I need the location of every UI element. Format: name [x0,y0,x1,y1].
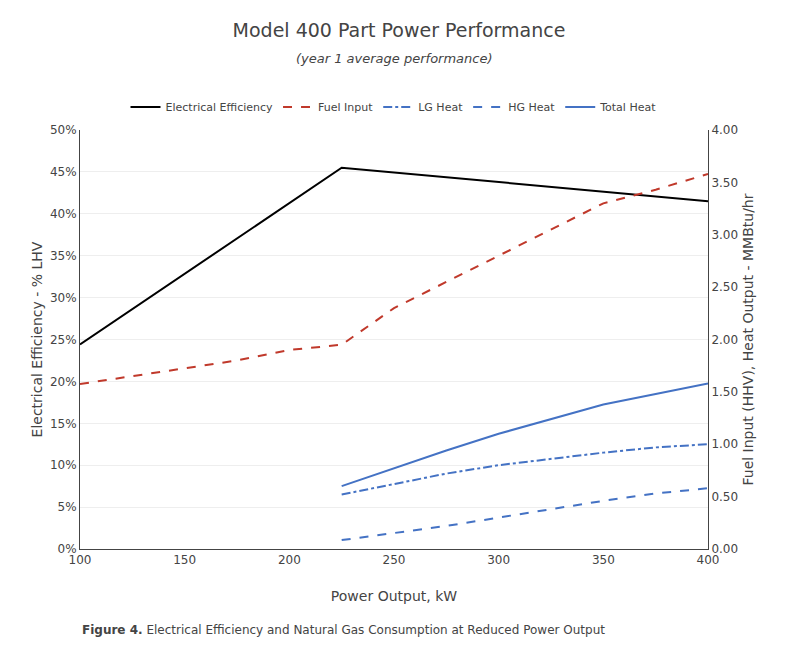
svg-text:30%: 30% [50,291,77,305]
svg-text:20%: 20% [50,375,77,389]
svg-text:Fuel Input: Fuel Input [318,101,373,114]
svg-text:LG Heat: LG Heat [418,101,463,114]
svg-text:3.50: 3.50 [711,176,738,190]
svg-text:Electrical Efficiency - % LHV: Electrical Efficiency - % LHV [29,241,45,437]
svg-text:300: 300 [487,553,510,567]
svg-text:Power Output, kW: Power Output, kW [331,588,457,604]
svg-text:150: 150 [173,553,196,567]
svg-text:HG Heat: HG Heat [508,101,555,114]
svg-text:15%: 15% [50,417,77,431]
svg-text:25%: 25% [50,333,77,347]
svg-text:Model 400 Part Power Performan: Model 400 Part Power Performance [233,19,566,41]
svg-text:50%: 50% [50,123,77,137]
svg-text:250: 250 [383,553,406,567]
svg-text:2.00: 2.00 [711,333,738,347]
svg-text:Total Heat: Total Heat [599,101,656,114]
svg-text:350: 350 [592,553,615,567]
svg-text:0%: 0% [58,542,77,556]
svg-text:Figure 4. Electrical Efficienc: Figure 4. Electrical Efficiency and Natu… [82,623,605,637]
svg-text:Electrical Efficiency: Electrical Efficiency [166,101,274,114]
svg-text:10%: 10% [50,458,77,472]
svg-text:5%: 5% [58,500,77,514]
svg-text:0.50: 0.50 [711,490,738,504]
svg-text:0.00: 0.00 [711,542,738,556]
svg-text:4.00: 4.00 [711,123,738,137]
svg-text:Fuel Input (HHV), Heat Output: Fuel Input (HHV), Heat Output - MMBtu/hr [740,193,756,485]
svg-text:1.00: 1.00 [711,437,738,451]
svg-text:200: 200 [278,553,301,567]
svg-text:100: 100 [69,553,92,567]
svg-text:3.00: 3.00 [711,228,738,242]
svg-text:400: 400 [697,553,720,567]
svg-text:35%: 35% [50,249,77,263]
svg-text:(year 1 average performance): (year 1 average performance) [296,51,493,66]
svg-text:40%: 40% [50,207,77,221]
svg-text:1.50: 1.50 [711,385,738,399]
svg-text:2.50: 2.50 [711,280,738,294]
svg-text:45%: 45% [50,165,77,179]
